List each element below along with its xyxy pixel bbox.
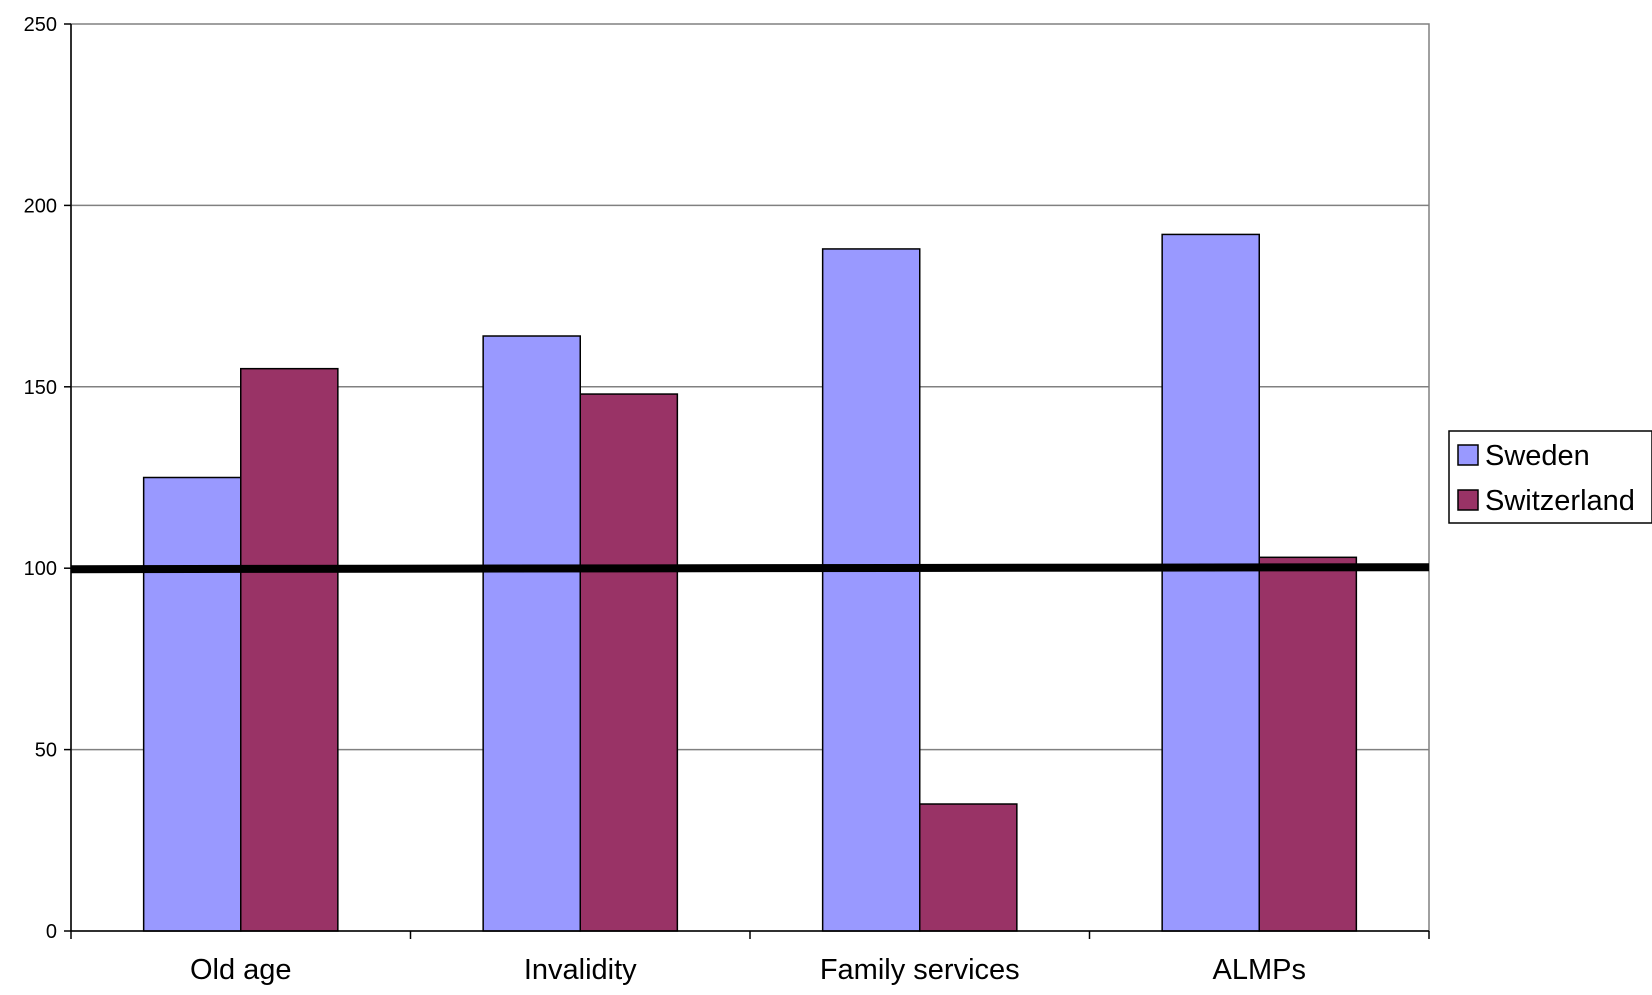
bar-sweden-2 <box>482 335 582 932</box>
y-tick-label: 150 <box>24 377 57 399</box>
legend-swatch-sweden <box>1457 444 1479 466</box>
x-tick-label: Invalidity <box>524 954 637 986</box>
y-tick-label: 0 <box>46 921 57 943</box>
y-tick-label: 250 <box>24 14 57 36</box>
y-tick-label: 200 <box>24 195 57 217</box>
bar-switzerland-2 <box>579 393 679 932</box>
y-axis: 0 50 100 150 200 250 <box>24 14 72 943</box>
bar-switzerland-3 <box>919 803 1018 932</box>
bar-sweden-3 <box>821 248 921 932</box>
y-tick-label: 50 <box>35 740 57 762</box>
bar-sweden-1 <box>142 476 242 932</box>
legend-box <box>1448 430 1652 524</box>
legend-swatch-switzerland <box>1457 489 1479 511</box>
legend-label-switzerland: Switzerland <box>1485 485 1635 517</box>
x-tick-label: Old age <box>190 954 292 986</box>
bar-switzerland-1 <box>240 367 339 932</box>
legend: Sweden Switzerland <box>1448 430 1652 524</box>
x-axis: Old age Invalidity Family services ALMPs <box>70 930 1430 986</box>
x-tick-label: Family services <box>820 954 1020 986</box>
bar-switzerland-4 <box>1258 556 1358 932</box>
reference-line <box>70 563 1430 574</box>
y-tick-label: 100 <box>24 558 57 580</box>
x-tick-label: ALMPs <box>1213 954 1306 986</box>
bars <box>142 233 1358 932</box>
bar-sweden-4 <box>1161 233 1260 932</box>
legend-label-sweden: Sweden <box>1485 440 1590 472</box>
